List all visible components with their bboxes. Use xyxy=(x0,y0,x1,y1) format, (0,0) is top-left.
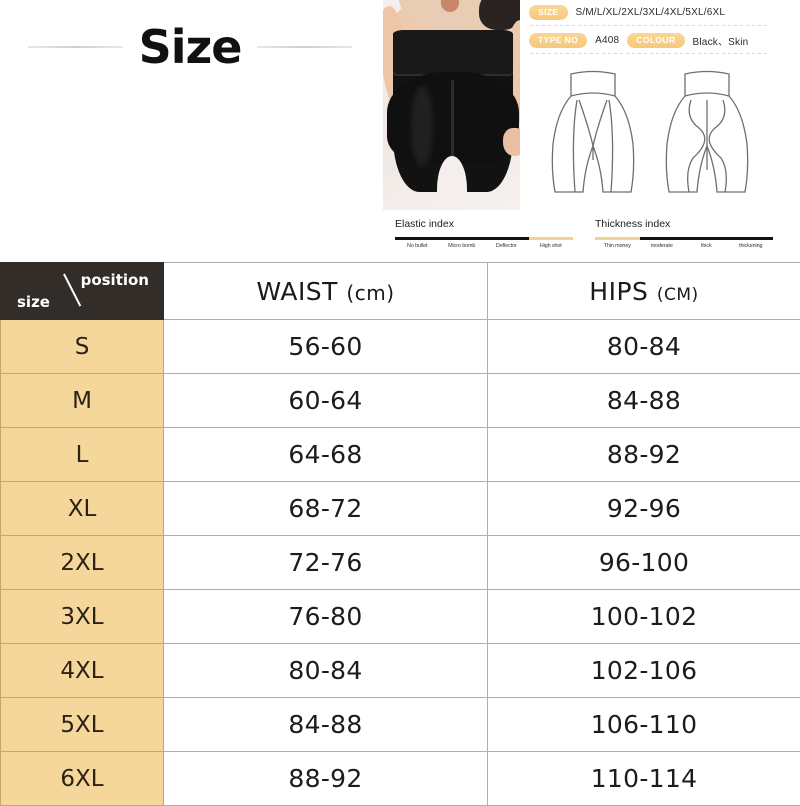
table-row: M 60-64 84-88 xyxy=(1,374,800,428)
spec-card: SIZE S/M/L/XL/2XL/3XL/4XL/5XL/6XL TYPE N… xyxy=(520,0,779,210)
index-area: Elastic index No bullet Micro bomb Defle… xyxy=(383,210,800,262)
thickness-index-bar xyxy=(595,237,773,240)
technical-drawings xyxy=(520,66,779,210)
shorts-leg-split xyxy=(437,156,467,210)
elastic-seg-1 xyxy=(440,237,485,240)
row-waist-6xl: 88-92 xyxy=(164,752,488,806)
row-hips-m: 84-88 xyxy=(488,374,800,428)
thickness-label-3: thickening xyxy=(729,243,774,249)
thickness-label-0: Thin money xyxy=(595,243,640,249)
row-waist-3xl: 76-80 xyxy=(164,590,488,644)
header-waist: WAIST (cm) xyxy=(164,263,488,320)
row-size-2xl: 2XL xyxy=(1,536,164,590)
shorts-highlight xyxy=(411,86,433,166)
row-waist-4xl: 80-84 xyxy=(164,644,488,698)
header-hips: HIPS (CM) xyxy=(488,263,800,320)
table-row: 6XL 88-92 110-114 xyxy=(1,752,800,806)
corner-label-position: position xyxy=(81,271,149,289)
row-waist-m: 60-64 xyxy=(164,374,488,428)
elastic-seg-2 xyxy=(484,237,529,240)
elastic-seg-0 xyxy=(395,237,440,240)
row-hips-3xl: 100-102 xyxy=(488,590,800,644)
row-size-3xl: 3XL xyxy=(1,590,164,644)
row-waist-l: 64-68 xyxy=(164,428,488,482)
spec-divider-2 xyxy=(530,53,767,54)
row-size-4xl: 4XL xyxy=(1,644,164,698)
thickness-index-labels: Thin money moderate thick thickening xyxy=(595,243,773,249)
header-hips-text: HIPS xyxy=(589,277,648,306)
table-row: 3XL 76-80 100-102 xyxy=(1,590,800,644)
table-row: 5XL 84-88 106-110 xyxy=(1,698,800,752)
row-hips-l: 88-92 xyxy=(488,428,800,482)
table-row: 4XL 80-84 102-106 xyxy=(1,644,800,698)
size-badge: SIZE xyxy=(529,5,568,20)
garment-back-view-icon xyxy=(659,66,755,202)
row-size-6xl: 6XL xyxy=(1,752,164,806)
elastic-index-title: Elastic index xyxy=(395,218,581,230)
elastic-label-0: No bullet xyxy=(395,243,440,249)
row-hips-6xl: 110-114 xyxy=(488,752,800,806)
table-header-row: size position WAIST (cm) HIPS (CM) xyxy=(1,263,800,320)
table-row: L 64-68 88-92 xyxy=(1,428,800,482)
row-size-l: L xyxy=(1,428,164,482)
row-waist-2xl: 72-76 xyxy=(164,536,488,590)
elastic-label-1: Micro bomb xyxy=(440,243,485,249)
thickness-index-title: Thickness index xyxy=(595,218,781,230)
row-hips-4xl: 102-106 xyxy=(488,644,800,698)
elastic-index-labels: No bullet Micro bomb Deflector High shot xyxy=(395,243,573,249)
row-size-5xl: 5XL xyxy=(1,698,164,752)
elastic-index-block: Elastic index No bullet Micro bomb Defle… xyxy=(395,218,581,262)
elastic-label-3: High shot xyxy=(529,243,574,249)
title-rule-left xyxy=(28,46,123,48)
title-rule-right xyxy=(257,46,352,48)
size-values: S/M/L/XL/2XL/3XL/4XL/5XL/6XL xyxy=(576,7,726,18)
row-waist-xl: 68-72 xyxy=(164,482,488,536)
row-waist-s: 56-60 xyxy=(164,320,488,374)
row-size-s: S xyxy=(1,320,164,374)
top-banner: Size SIZE S/M/L/XL/2XL/3XL/4XL/5XL/6XL T… xyxy=(0,0,800,262)
colour-value: Black、Skin xyxy=(693,33,749,48)
thickness-seg-3 xyxy=(729,237,774,240)
elastic-seg-3 xyxy=(529,237,574,240)
table-row: S 56-60 80-84 xyxy=(1,320,800,374)
type-no-badge: TYPE NO xyxy=(529,33,587,48)
elastic-index-bar xyxy=(395,237,573,240)
title-block: Size xyxy=(0,12,380,82)
corner-diagonal-line xyxy=(63,274,81,307)
thickness-seg-0 xyxy=(595,237,640,240)
row-hips-5xl: 106-110 xyxy=(488,698,800,752)
table-row: 2XL 72-76 96-100 xyxy=(1,536,800,590)
shorts-waistband xyxy=(393,30,513,76)
product-shapewear-shorts xyxy=(393,30,513,192)
colour-badge: COLOUR xyxy=(627,33,684,48)
thickness-seg-2 xyxy=(684,237,729,240)
row-size-m: M xyxy=(1,374,164,428)
header-waist-text: WAIST xyxy=(256,277,337,306)
spec-row-size: SIZE S/M/L/XL/2XL/3XL/4XL/5XL/6XL xyxy=(520,0,779,24)
type-no-value: A408 xyxy=(595,35,619,46)
row-hips-s: 80-84 xyxy=(488,320,800,374)
garment-front-view-icon xyxy=(545,66,641,202)
spec-divider-1 xyxy=(530,25,767,26)
page-title: Size xyxy=(139,24,242,70)
elastic-label-2: Deflector xyxy=(484,243,529,249)
header-hips-unit: (CM) xyxy=(657,285,699,305)
size-chart-table: size position WAIST (cm) HIPS (CM) S 56-… xyxy=(0,262,800,806)
thickness-index-block: Thickness index Thin money moderate thic… xyxy=(595,218,781,262)
row-size-xl: XL xyxy=(1,482,164,536)
spec-row-type-colour: TYPE NO A408 COLOUR Black、Skin xyxy=(520,28,779,52)
thickness-seg-1 xyxy=(640,237,685,240)
header-corner-cell: size position xyxy=(1,263,164,320)
table-row: XL 68-72 92-96 xyxy=(1,482,800,536)
header-waist-unit: (cm) xyxy=(346,281,394,305)
corner-label-size: size xyxy=(17,293,50,311)
row-hips-2xl: 96-100 xyxy=(488,536,800,590)
thickness-label-1: moderate xyxy=(640,243,685,249)
product-model-photo xyxy=(383,0,535,210)
row-waist-5xl: 84-88 xyxy=(164,698,488,752)
thickness-label-2: thick xyxy=(684,243,729,249)
row-hips-xl: 92-96 xyxy=(488,482,800,536)
